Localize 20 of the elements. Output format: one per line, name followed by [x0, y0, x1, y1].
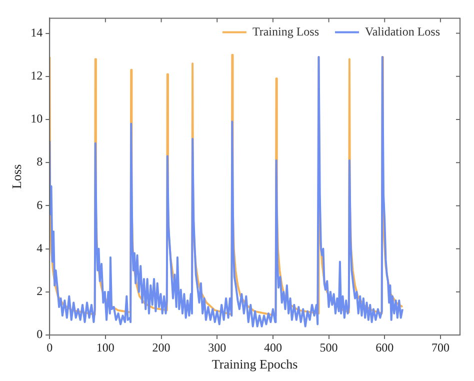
y-tick-label: 2 [36, 284, 43, 298]
x-tick-label: 300 [208, 340, 226, 354]
y-tick-label: 4 [36, 240, 43, 255]
y-tick-label: 8 [36, 154, 43, 169]
x-tick-label: 500 [320, 340, 338, 354]
y-tick-label: 12 [30, 68, 43, 83]
y-tick-label: 10 [30, 112, 43, 126]
x-tick-label: 100 [96, 340, 114, 354]
legend-label: Training Loss [252, 24, 320, 38]
y-tick-label: 6 [36, 198, 43, 212]
x-axis-title: Training Epochs [212, 356, 298, 372]
x-tick-label: 0 [46, 340, 53, 354]
x-tick-label: 200 [152, 340, 170, 354]
x-tick-label: 700 [431, 340, 450, 354]
x-tick-label: 600 [376, 340, 394, 354]
x-tick-label: 400 [264, 340, 282, 354]
y-tick-label: 0 [36, 327, 43, 342]
y-axis-title: Loss [9, 164, 24, 189]
legend-label: Validation Loss [365, 24, 440, 38]
y-tick-label: 14 [30, 25, 43, 40]
